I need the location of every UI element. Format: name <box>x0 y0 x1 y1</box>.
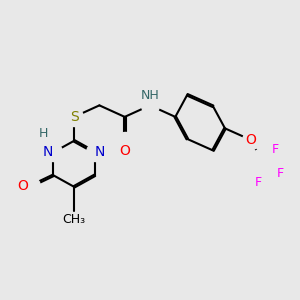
Text: S: S <box>70 110 79 124</box>
Text: CH₃: CH₃ <box>62 214 86 226</box>
Text: F: F <box>277 167 284 179</box>
Text: O: O <box>245 133 256 147</box>
Text: NH: NH <box>141 89 159 102</box>
Text: O: O <box>17 179 28 193</box>
Text: F: F <box>272 142 279 156</box>
Text: N: N <box>43 145 53 159</box>
Text: H: H <box>38 128 48 140</box>
Text: O: O <box>119 145 130 158</box>
Text: N: N <box>95 145 105 159</box>
Text: F: F <box>255 176 262 189</box>
